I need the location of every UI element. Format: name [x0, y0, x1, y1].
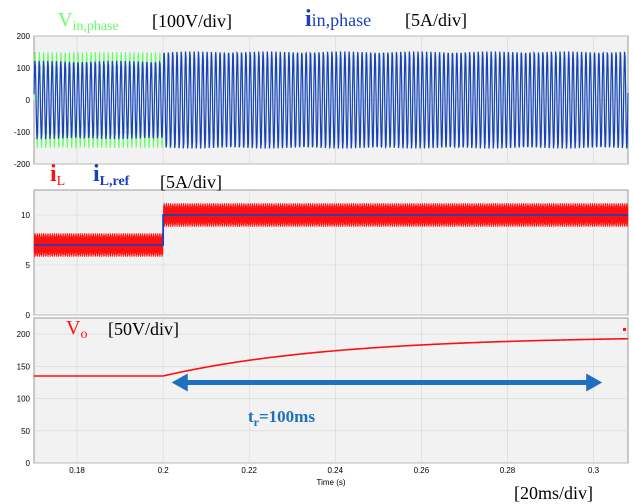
y-tick-label: 0	[26, 459, 31, 468]
vo-sub: o	[80, 327, 87, 342]
y-tick-label: 200	[17, 330, 31, 339]
vo-scale-label: [50V/div]	[108, 319, 179, 339]
output-panel-yticks: 200 150 100 50 0	[17, 330, 31, 468]
il-scale-label: [5A/div]	[160, 172, 222, 192]
phase-panel-yticks: 200 100 0 -100 -200	[14, 32, 31, 169]
x-scale-label: [20ms/div]	[514, 483, 593, 503]
iin-phase-label: iin,phase	[305, 6, 371, 32]
rise-time-t: t	[248, 407, 254, 426]
y-tick-label: 100	[17, 395, 31, 404]
vin-phase-label: Vin,phase	[58, 9, 119, 34]
x-tick-label: 0.18	[69, 466, 85, 475]
rise-time-label: tr=100ms	[248, 407, 315, 429]
il-ref-main: i	[93, 161, 100, 187]
y-tick-label: -100	[14, 128, 31, 137]
phase-panel: 200 100 0 -100 -200	[14, 32, 629, 169]
y-tick-label: 100	[17, 64, 31, 73]
iin-sub: in,phase	[312, 10, 371, 30]
vin-sub: in,phase	[72, 19, 118, 34]
y-tick-label: 0	[26, 311, 31, 320]
red-marker	[623, 328, 626, 331]
il-trace	[33, 202, 629, 258]
output-panel-grid	[34, 318, 628, 464]
il-ref-trace	[34, 214, 628, 246]
x-tick-label: 0.2	[158, 466, 170, 475]
vin-scale-label: [100V/div]	[152, 11, 232, 31]
x-tick-label: 0.26	[414, 466, 430, 475]
vo-label: Vo	[66, 317, 87, 342]
y-tick-label: -200	[14, 160, 31, 169]
rise-time-sub: r	[254, 415, 260, 429]
y-tick-label: 50	[21, 427, 30, 436]
iin-phase-trace	[33, 50, 629, 150]
y-tick-label: 200	[17, 32, 31, 41]
iin-scale-label: [5A/div]	[405, 10, 467, 30]
x-tick-label: 0.3	[588, 466, 600, 475]
il-main: i	[50, 161, 57, 187]
x-axis-label: Time (s)	[316, 478, 345, 487]
rise-time-arrow	[171, 373, 603, 392]
y-tick-label: 5	[26, 261, 31, 270]
vo-main: V	[66, 317, 81, 339]
il-sub: L	[57, 174, 66, 189]
vo-trace	[34, 337, 629, 377]
arrow-head-left	[171, 373, 188, 392]
output-panel-xticks: 0.18 0.2 0.22 0.24 0.26 0.28 0.3	[69, 466, 599, 475]
y-tick-label: 10	[21, 211, 30, 220]
il-label: iL	[50, 161, 65, 189]
rise-time-value: =100ms	[259, 407, 315, 426]
inductor-panel: 10 5 0	[21, 189, 629, 320]
inductor-panel-yticks: 10 5 0	[21, 211, 30, 320]
il-ref-sub: L,ref	[100, 174, 130, 189]
arrow-head-right	[586, 373, 603, 392]
x-tick-label: 0.28	[500, 466, 516, 475]
il-ref-label: iL,ref	[93, 161, 130, 189]
x-tick-label: 0.22	[241, 466, 257, 475]
vin-main: V	[58, 9, 73, 31]
y-tick-label: 150	[17, 362, 31, 371]
y-tick-label: 0	[26, 96, 31, 105]
iin-main: i	[305, 6, 312, 32]
x-tick-label: 0.24	[328, 466, 344, 475]
